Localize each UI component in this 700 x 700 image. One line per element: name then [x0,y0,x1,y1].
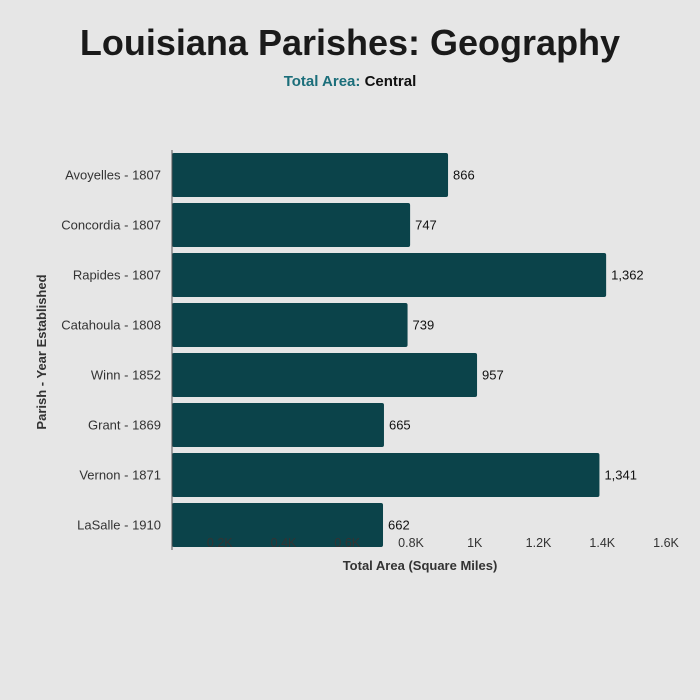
data-label-lasalle-1910: 662 [388,518,410,533]
bars-group [172,153,607,547]
x-tick-label: 0.8K [398,536,424,550]
y-axis-title: Parish - Year Established [34,274,49,429]
data-labels-group: 866 747 1,362 739 957 665 1,341 662 [388,168,644,533]
category-label-concordia-1807: Concordia - 1807 [61,218,161,233]
data-label-grant-1869: 665 [389,418,411,433]
data-label-winn-1852: 957 [482,368,504,383]
data-label-concordia-1807: 747 [415,218,437,233]
category-label-lasalle-1910: LaSalle - 1910 [77,518,161,533]
category-label-catahoula-1808: Catahoula - 1808 [61,318,161,333]
category-label-winn-1852: Winn - 1852 [91,368,161,383]
x-axis-title: Total Area (Square Miles) [343,558,498,573]
bar-grant-1869 [172,403,384,447]
category-label-vernon-1871: Vernon - 1871 [79,468,161,483]
bar-winn-1852 [172,353,478,397]
x-tick-label: 1K [467,536,483,550]
chart-subtitle: Total Area: Central [0,73,700,90]
category-label-rapides-1807: Rapides - 1807 [73,268,161,283]
data-label-vernon-1871: 1,341 [604,468,637,483]
x-tick-label: 1.2K [526,536,552,550]
category-label-avoyelles-1807: Avoyelles - 1807 [65,168,161,183]
data-label-rapides-1807: 1,362 [611,268,644,283]
data-label-catahoula-1808: 739 [413,318,435,333]
category-label-grant-1869: Grant - 1869 [88,418,161,433]
x-tick-label: 0.4K [271,536,297,550]
x-tick-label: 1.6K [653,536,679,550]
bar-vernon-1871 [172,453,600,497]
subtitle-value: Central [364,73,417,90]
x-ticks-group: 0.2K 0.4K 0.6K 0.8K 1K 1.2K 1.4K 1.6K [207,536,680,550]
bar-lasalle-1910 [172,503,384,547]
x-tick-label: 1.4K [589,536,615,550]
bar-rapides-1807 [172,253,607,297]
x-tick-label: 0.2K [207,536,233,550]
chart-title: Louisiana Parishes: Geography [79,22,621,63]
x-tick-label: 0.6K [334,536,360,550]
category-labels-group: Avoyelles - 1807 Concordia - 1807 Rapides … [61,168,161,533]
bar-catahoula-1808 [172,303,408,347]
subtitle-key: Total Area: [283,73,361,90]
data-label-avoyelles-1807: 866 [453,168,475,183]
bar-concordia-1807 [172,203,411,247]
bar-avoyelles-1807 [172,153,449,197]
